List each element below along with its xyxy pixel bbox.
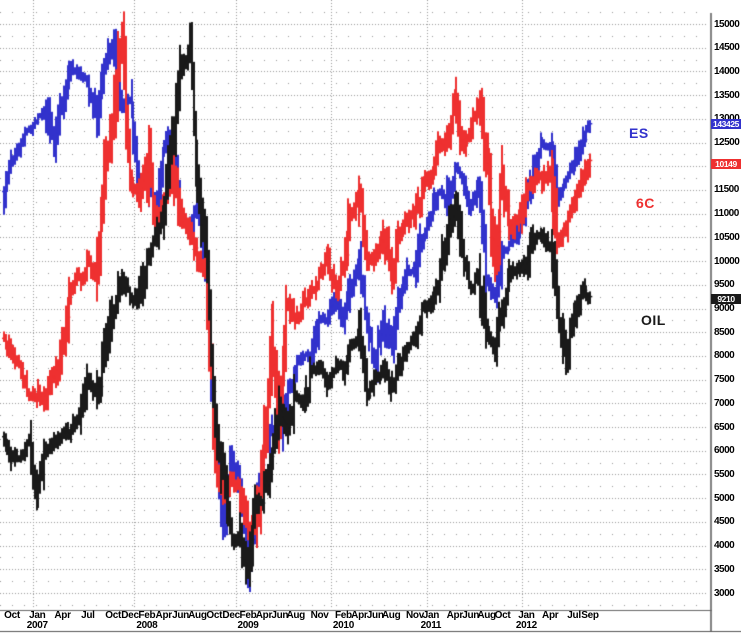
- x-axis-month-label: Jun: [271, 610, 289, 621]
- x-axis-month-label: Jul: [81, 610, 95, 621]
- x-axis-year-label: 2010: [332, 620, 354, 631]
- y-axis-label: 5000: [714, 492, 735, 504]
- series-label-oil: OIL: [641, 312, 666, 328]
- x-axis-month-label: Apr: [155, 610, 173, 621]
- x-axis-month-label: Jun: [366, 610, 384, 621]
- x-axis-month-label: Apr: [542, 610, 559, 621]
- last-price-badge-es: 143425: [711, 119, 741, 130]
- y-axis-label: 11000: [714, 208, 739, 220]
- x-axis-month-label: Feb: [138, 610, 156, 621]
- x-axis-month-label: Apr: [255, 610, 273, 621]
- x-axis-month-label: Aug: [381, 610, 401, 621]
- y-axis-label: 11500: [714, 184, 739, 196]
- y-axis-label: 14000: [714, 65, 740, 77]
- y-axis-label: 7500: [714, 374, 735, 386]
- x-axis-month-label: Jun: [172, 610, 189, 621]
- x-axis-year-label: 2009: [237, 620, 259, 631]
- x-axis-month-label: Jan: [29, 610, 46, 621]
- y-axis-label: 8000: [714, 350, 735, 362]
- x-axis-month-label: Apr: [54, 610, 71, 621]
- x-axis-month-label: Aug: [286, 610, 305, 621]
- x-axis-month-label: Jul: [567, 610, 581, 621]
- x-axis-month-label: Oct: [206, 610, 223, 621]
- x-axis-month-label: Apr: [446, 610, 464, 621]
- x-axis-month-label: Sep: [581, 610, 599, 621]
- x-axis-month-label: Jan: [518, 610, 535, 621]
- y-axis-label: 8500: [714, 326, 735, 338]
- x-axis-month-label: Oct: [494, 610, 511, 621]
- y-axis-label: 9500: [714, 279, 735, 291]
- x-axis-month-label: Apr: [351, 610, 368, 621]
- y-axis-label: 10000: [714, 255, 740, 267]
- x-axis-year-label: 2008: [136, 620, 158, 631]
- x-axis-month-label: Nov: [310, 610, 329, 621]
- y-axis-label: 9000: [714, 303, 735, 314]
- x-axis-month-label: Feb: [239, 610, 257, 621]
- y-axis-label: 4500: [714, 516, 735, 528]
- x-axis-month-label: Nov: [406, 610, 425, 621]
- x-axis-month-label: Jun: [462, 610, 480, 621]
- series-label-es: ES: [629, 125, 649, 141]
- x-axis-month-label: Aug: [477, 610, 496, 621]
- x-axis-month-label: Oct: [4, 610, 20, 621]
- x-axis-month-label: Aug: [188, 610, 207, 621]
- y-axis-label: 10500: [714, 231, 740, 243]
- x-axis-month-label: Dec: [222, 610, 240, 621]
- y-axis-label: 14500: [714, 42, 740, 54]
- y-axis-label: 15000: [714, 18, 740, 30]
- y-axis-label: 7000: [714, 397, 735, 409]
- y-axis-label: 3500: [714, 563, 735, 575]
- last-price-badge-6c: 10149: [711, 158, 741, 169]
- x-axis-month-label: Jan: [422, 610, 440, 621]
- y-axis-label: 12500: [714, 137, 740, 149]
- x-axis-month-label: Feb: [334, 610, 352, 621]
- last-price-badge-oil: 9210: [711, 294, 741, 305]
- y-axis-label: 13500: [714, 89, 740, 101]
- series-label-6c: 6C: [636, 195, 655, 211]
- y-axis-label: 6000: [714, 445, 735, 457]
- x-axis-month-label: Oct: [105, 610, 122, 621]
- x-axis-month-label: Dec: [121, 610, 139, 621]
- y-axis-label: 4000: [714, 540, 735, 552]
- x-axis-year-label: 2007: [26, 620, 48, 631]
- y-axis-label: 6500: [714, 421, 735, 433]
- y-axis-label: 13000: [714, 114, 740, 124]
- x-axis-year-label: 2012: [515, 620, 537, 631]
- y-axis-label: 3000: [714, 587, 735, 599]
- y-axis-label: 5500: [714, 468, 735, 480]
- x-axis-year-label: 2011: [420, 620, 442, 631]
